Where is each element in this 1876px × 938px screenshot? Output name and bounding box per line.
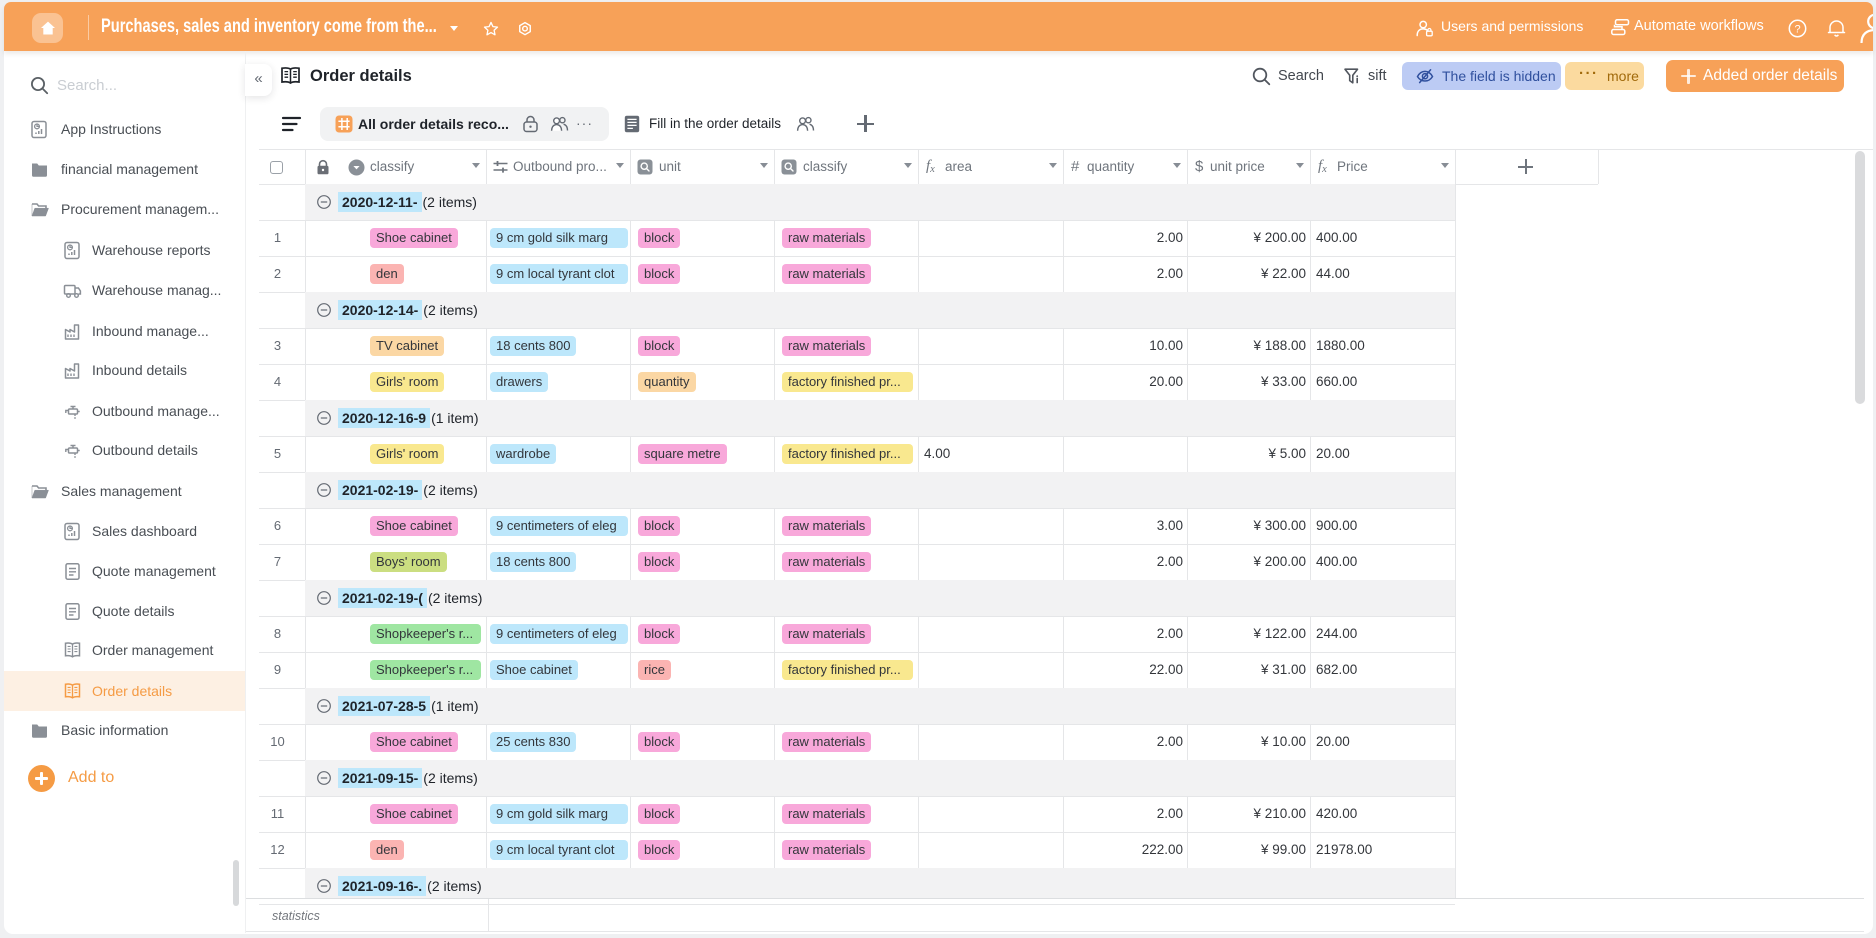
svg-text:?: ?	[1794, 23, 1800, 35]
